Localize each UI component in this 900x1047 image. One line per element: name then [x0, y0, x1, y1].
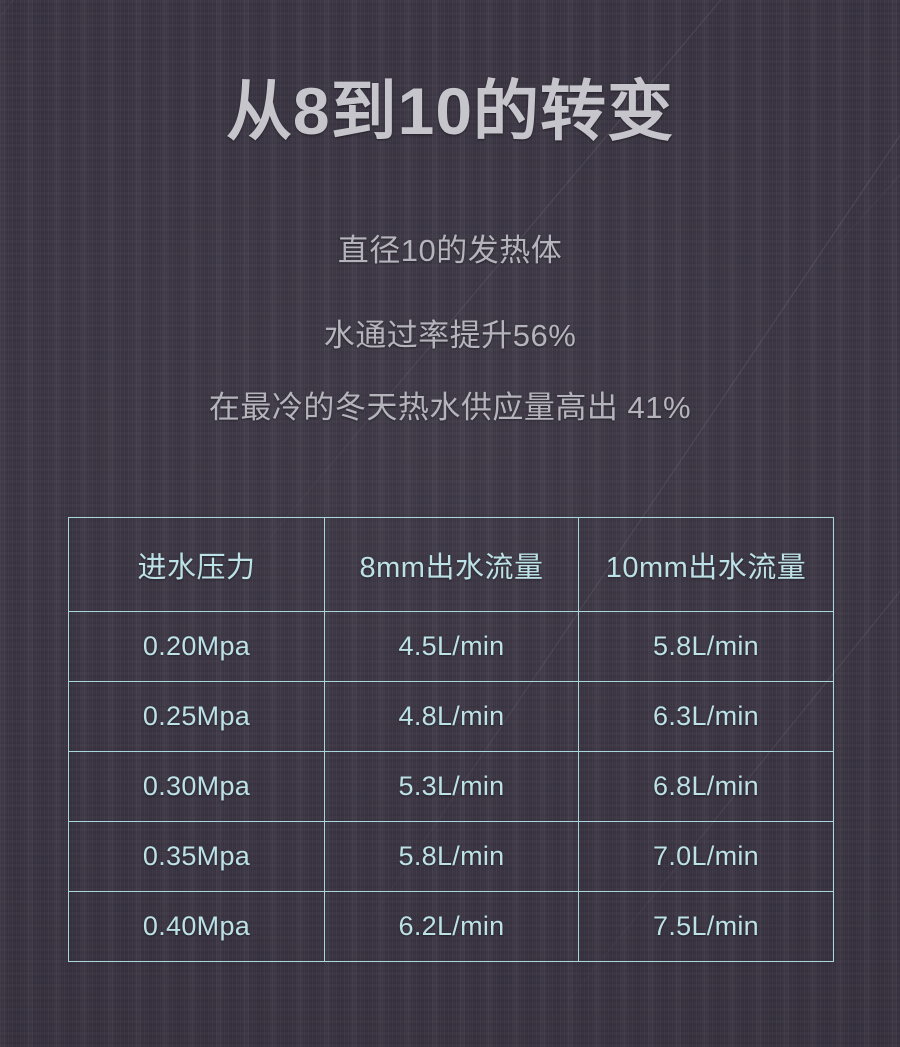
table-row: 0.30Mpa 5.3L/min 6.8L/min: [68, 751, 834, 822]
cell-pressure: 0.25Mpa: [68, 681, 325, 752]
table-body: 0.20Mpa 4.5L/min 5.8L/min 0.25Mpa 4.8L/m…: [68, 611, 834, 962]
cell-flow-10mm: 6.8L/min: [578, 751, 834, 822]
cell-flow-10mm: 7.0L/min: [578, 821, 834, 892]
cell-flow-10mm: 5.8L/min: [578, 611, 834, 682]
column-header-inlet-pressure: 进水压力: [68, 517, 325, 612]
column-header-10mm-flow: 10mm出水流量: [578, 517, 834, 612]
cell-flow-8mm: 4.5L/min: [324, 611, 579, 682]
table-row: 0.20Mpa 4.5L/min 5.8L/min: [68, 611, 834, 682]
subtitle-line-2: 水通过率提升56%: [323, 318, 577, 353]
subtitle-line-3: 在最冷的冬天热水供应量高出 41%: [208, 390, 692, 425]
cell-pressure: 0.20Mpa: [68, 611, 325, 682]
cell-flow-10mm: 6.3L/min: [578, 681, 834, 752]
table-row: 0.35Mpa 5.8L/min 7.0L/min: [68, 821, 834, 892]
subtitle-line-1: 直径10的发热体: [337, 233, 563, 268]
cell-flow-8mm: 5.3L/min: [324, 751, 579, 822]
flow-rate-table: 进水压力 8mm出水流量 10mm出水流量 0.20Mpa 4.5L/min 5…: [68, 517, 834, 962]
cell-flow-10mm: 7.5L/min: [578, 891, 834, 962]
cell-flow-8mm: 6.2L/min: [324, 891, 579, 962]
table-header-row: 进水压力 8mm出水流量 10mm出水流量: [68, 517, 834, 612]
page-title: 从8到10的转变: [225, 74, 675, 148]
table-row: 0.25Mpa 4.8L/min 6.3L/min: [68, 681, 834, 752]
cell-flow-8mm: 5.8L/min: [324, 821, 579, 892]
cell-pressure: 0.35Mpa: [68, 821, 325, 892]
table-row: 0.40Mpa 6.2L/min 7.5L/min: [68, 891, 834, 962]
cell-pressure: 0.40Mpa: [68, 891, 325, 962]
cell-flow-8mm: 4.8L/min: [324, 681, 579, 752]
column-header-8mm-flow: 8mm出水流量: [324, 517, 579, 612]
cell-pressure: 0.30Mpa: [68, 751, 325, 822]
